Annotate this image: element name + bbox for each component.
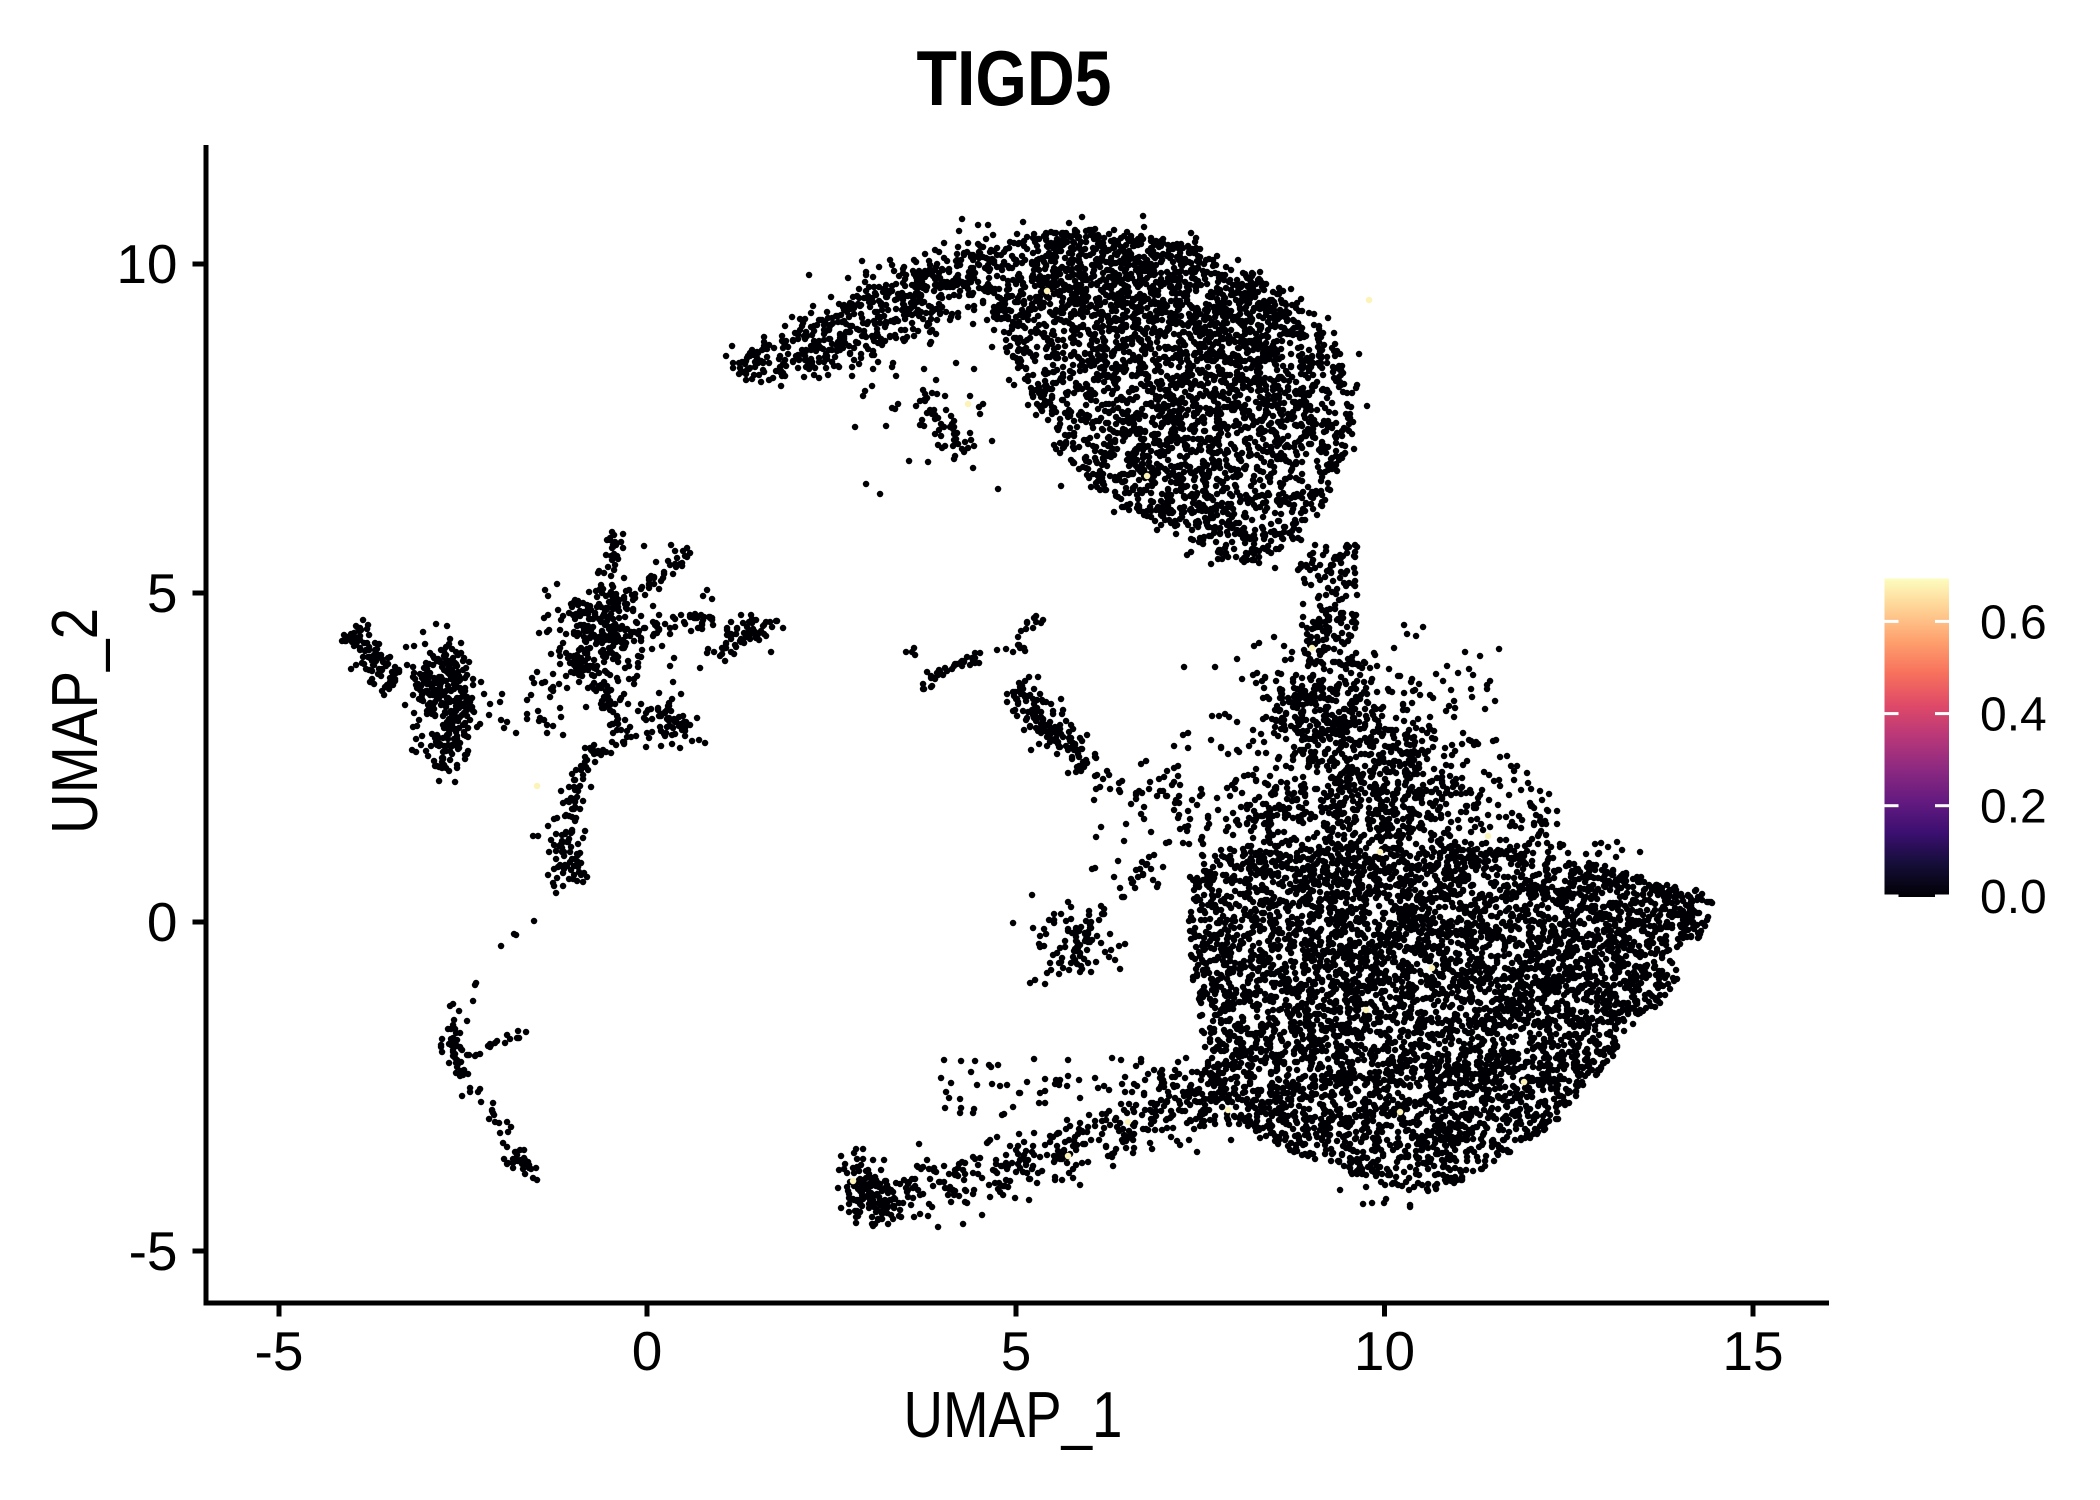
svg-text:0: 0 bbox=[147, 891, 178, 953]
svg-text:10: 10 bbox=[1354, 1320, 1415, 1382]
svg-text:5: 5 bbox=[147, 562, 178, 624]
svg-text:5: 5 bbox=[1001, 1320, 1032, 1382]
svg-text:0: 0 bbox=[632, 1320, 663, 1382]
svg-text:0.2: 0.2 bbox=[1980, 781, 2047, 834]
svg-text:15: 15 bbox=[1722, 1320, 1783, 1382]
svg-text:UMAP_2: UMAP_2 bbox=[38, 608, 111, 834]
svg-text:-5: -5 bbox=[255, 1320, 304, 1382]
svg-text:UMAP_1: UMAP_1 bbox=[904, 1378, 1123, 1451]
svg-text:-5: -5 bbox=[129, 1220, 178, 1282]
svg-text:0.4: 0.4 bbox=[1980, 689, 2047, 742]
svg-text:0.0: 0.0 bbox=[1980, 871, 2047, 924]
svg-text:TIGD5: TIGD5 bbox=[917, 34, 1112, 122]
svg-text:10: 10 bbox=[116, 233, 177, 295]
svg-text:0.6: 0.6 bbox=[1980, 596, 2047, 649]
